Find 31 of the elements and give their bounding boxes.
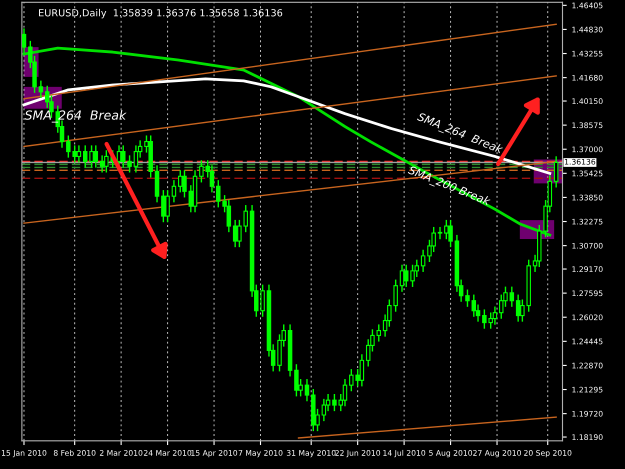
candlestick xyxy=(72,144,77,164)
candlestick xyxy=(243,204,248,233)
candlestick xyxy=(404,264,408,288)
candlestick xyxy=(520,298,525,322)
candlestick xyxy=(226,199,232,233)
candlestick xyxy=(400,264,404,293)
candlestick xyxy=(94,144,98,168)
candlestick xyxy=(342,378,348,407)
candlestick xyxy=(178,170,183,194)
candlestick xyxy=(104,150,109,174)
candlestick xyxy=(66,134,71,158)
text: EURUSD,Daily 1.35839 1.36376 1.35658 1.36136 xyxy=(39,8,282,18)
candlestick xyxy=(360,354,364,388)
candlestick xyxy=(216,179,221,208)
candlestick xyxy=(121,144,126,168)
candlestick xyxy=(349,368,354,392)
candlestick xyxy=(554,156,558,188)
candlestick xyxy=(100,154,104,174)
candlestick xyxy=(376,324,382,342)
candlestick xyxy=(22,28,26,54)
candlestick xyxy=(76,144,82,164)
candlestick xyxy=(182,170,187,198)
candlestick xyxy=(492,306,498,326)
candlestick xyxy=(237,219,242,248)
candlestick xyxy=(472,294,476,318)
candlestick xyxy=(82,144,88,168)
candlestick xyxy=(232,219,238,248)
candlestick xyxy=(516,294,520,322)
candlestick xyxy=(393,278,398,312)
candlestick xyxy=(510,286,514,308)
candlestick xyxy=(89,144,94,168)
